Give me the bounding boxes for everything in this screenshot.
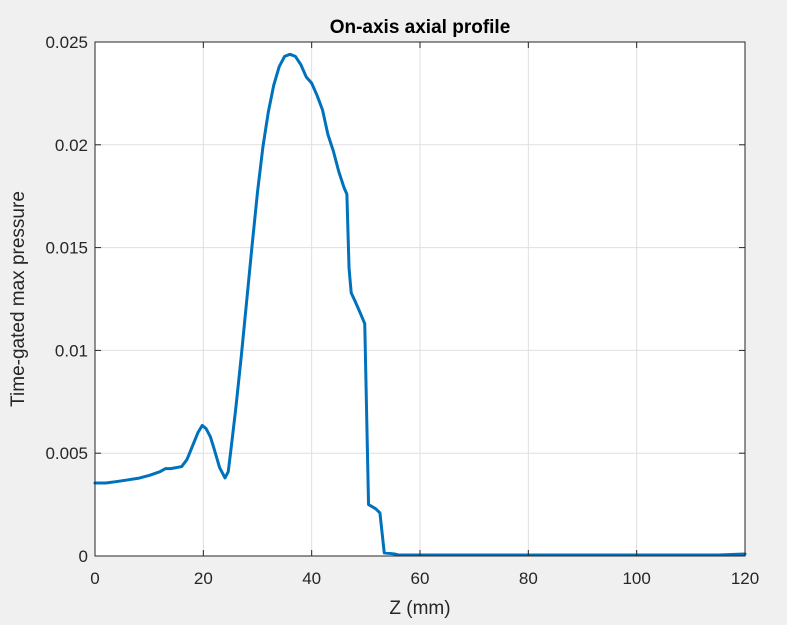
y-axis-label: Time-gated max pressure <box>8 191 29 407</box>
y-tick-label: 0.015 <box>45 239 88 258</box>
x-tick-label: 120 <box>731 569 759 588</box>
x-tick-label: 0 <box>90 569 99 588</box>
y-tick-label: 0.01 <box>55 341 88 360</box>
y-tick-label: 0.005 <box>45 444 88 463</box>
series-line <box>93 52 747 557</box>
ticks <box>94 41 746 557</box>
x-tick-label: 80 <box>519 569 538 588</box>
x-tick-label: 40 <box>302 569 321 588</box>
chart-title: On-axis axial profile <box>330 17 511 38</box>
grid <box>95 42 745 556</box>
x-tick-label: 60 <box>411 569 430 588</box>
x-tick-label: 20 <box>194 569 213 588</box>
x-tick-labels: 0 20 40 60 80 100 120 <box>90 569 759 588</box>
y-tick-labels: 0 0.005 0.01 0.015 0.02 0.025 <box>45 33 88 566</box>
y-tick-label: 0.025 <box>45 33 88 52</box>
x-tick-label: 100 <box>622 569 650 588</box>
series-layer <box>93 52 747 557</box>
y-tick-label: 0 <box>79 547 88 566</box>
x-axis-label: Z (mm) <box>389 598 450 619</box>
y-tick-label: 0.02 <box>55 136 88 155</box>
